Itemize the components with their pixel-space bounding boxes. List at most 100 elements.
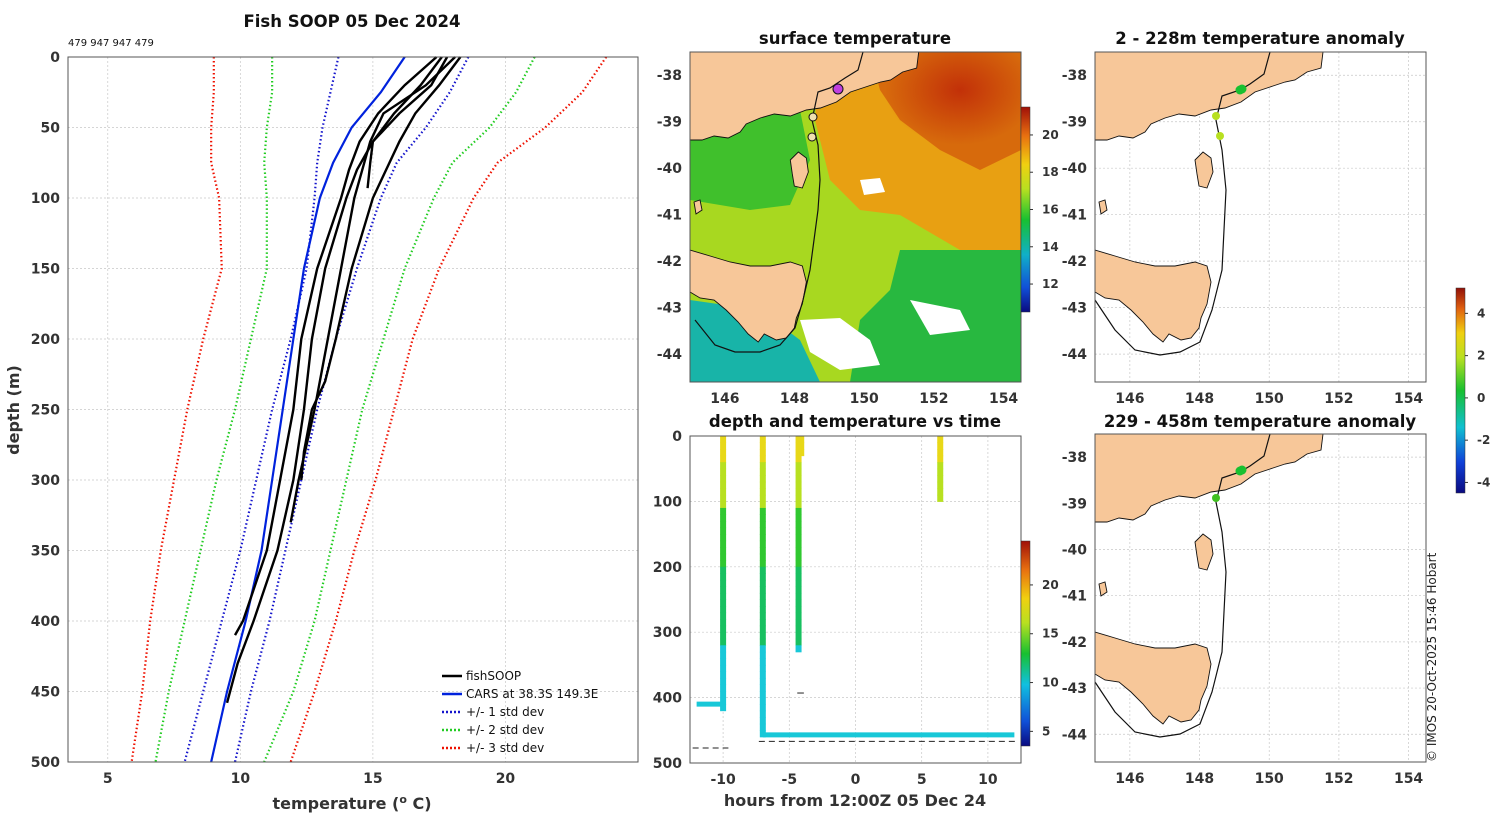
anom2-title: 229 - 458m temperature anomaly [1104, 412, 1417, 431]
sst-track-point [807, 132, 817, 142]
sst-title: surface temperature [759, 29, 951, 48]
map-ytick: -43 [1062, 681, 1087, 697]
cast-segment [759, 436, 766, 444]
cast-segment [720, 599, 727, 607]
cast-segment [720, 638, 727, 646]
cast-segment [759, 658, 766, 666]
cast-segment [720, 677, 727, 686]
anom1-title: 2 - 228m temperature anomaly [1115, 29, 1405, 48]
anom2-ticks: 146 148 150 152 154 -38 -39 -40 -41 -42 -43 -44 [1062, 450, 1424, 787]
profile-ytick: 150 [31, 262, 60, 278]
cast-segment [759, 507, 766, 515]
cast-segment [720, 671, 727, 679]
cast-segment [759, 592, 766, 600]
cast-segment [720, 475, 727, 483]
cast-segment [720, 436, 727, 444]
cast-segment [937, 436, 944, 444]
time-title: depth and temperature vs time [709, 412, 1001, 431]
cast-segment [937, 442, 944, 450]
profile-ytick: 100 [31, 191, 60, 207]
cast-segment [720, 619, 727, 627]
cast-segment [720, 514, 727, 522]
time-ytick: 500 [653, 756, 682, 772]
cast-segment [720, 645, 727, 653]
time-grid [690, 435, 1021, 764]
cars-climatology-line [210, 56, 406, 763]
cast-segment [937, 468, 944, 476]
cast-segment [937, 475, 944, 483]
cast-segment [720, 488, 727, 496]
map-xtick: 152 [919, 391, 948, 407]
cast-segment [795, 475, 802, 483]
colorbar-tick-label: 14 [1042, 240, 1059, 254]
cast-segment [720, 540, 727, 548]
map-xtick: 150 [850, 391, 879, 407]
std-dev-line [183, 56, 340, 763]
colorbar-tick-label: 10 [1042, 676, 1059, 690]
std-dev-line [130, 57, 223, 763]
sst-colorbar-ticks: 12 14 16 18 20 [1030, 128, 1059, 291]
colorbar-tick-label: 18 [1042, 165, 1059, 179]
profile-xtick: 20 [496, 771, 516, 787]
map-xtick: 152 [1324, 391, 1353, 407]
map-ytick: -39 [657, 115, 682, 131]
map-xtick: 154 [1394, 391, 1423, 407]
cast-segment [759, 671, 766, 679]
cast-segment [759, 462, 766, 470]
profile-ytick: 400 [31, 614, 60, 630]
cast-segment [759, 684, 766, 692]
cast-segment [720, 612, 727, 620]
cast-segment [759, 501, 766, 509]
time-ytick: 0 [672, 429, 682, 445]
cast-segment [759, 494, 766, 502]
std-dev-line [289, 56, 608, 763]
cast-segment [795, 612, 802, 620]
cast-segment [720, 606, 727, 614]
profile-ytick: 0 [50, 50, 60, 66]
cast-segment [759, 573, 766, 581]
cast-segment [795, 632, 802, 640]
cast-segment [798, 449, 805, 457]
copyright: © IMOS 20-Oct-2025 15:46 Hobart [1425, 552, 1439, 762]
map-ytick: -38 [1062, 68, 1087, 84]
anom1-point [1212, 112, 1220, 120]
colorbar-tick-label: -4 [1477, 475, 1490, 489]
legend-label: +/- 2 std dev [466, 723, 544, 737]
map-xtick: 146 [710, 391, 739, 407]
sst-cold-sw [690, 300, 820, 382]
profile-ytick: 350 [31, 544, 60, 560]
cast-segment [795, 566, 802, 574]
cast-segment [759, 547, 766, 555]
sst-eddy [885, 52, 1021, 145]
cast-segment [720, 481, 727, 489]
cast-segment [720, 658, 727, 666]
cast-segment [795, 599, 802, 607]
cast-segment [720, 573, 727, 581]
cast-segment [795, 573, 802, 581]
sst-cloud-1 [800, 318, 880, 370]
main-title: Fish SOOP 05 Dec 2024 [243, 12, 460, 31]
cast-segment [759, 449, 766, 457]
colorbar-tick-label: -2 [1477, 433, 1490, 447]
cast-segment [759, 677, 766, 686]
anomaly-colorbar [1455, 287, 1466, 494]
cast-segment [937, 449, 944, 457]
profile-grid [68, 56, 638, 763]
cast-segment [720, 691, 727, 699]
profile-xlabel: temperature (o C) [272, 793, 431, 813]
cast-segment [795, 560, 802, 568]
cast-segment [795, 481, 802, 489]
cast-segment [720, 494, 727, 502]
cast-segment [759, 527, 766, 535]
cast-segment [795, 547, 802, 555]
map-ytick: -41 [1062, 589, 1087, 605]
map-xtick: 150 [1255, 771, 1284, 787]
map-ytick: -42 [1062, 635, 1087, 651]
cast-segment [795, 619, 802, 627]
cast-segment [795, 521, 802, 529]
sst-map: surface temperature 146 148 150 152 [657, 29, 1059, 407]
cast-segment [759, 475, 766, 483]
cast-segment [720, 501, 727, 509]
colorbar-tick-label: 20 [1042, 128, 1059, 142]
